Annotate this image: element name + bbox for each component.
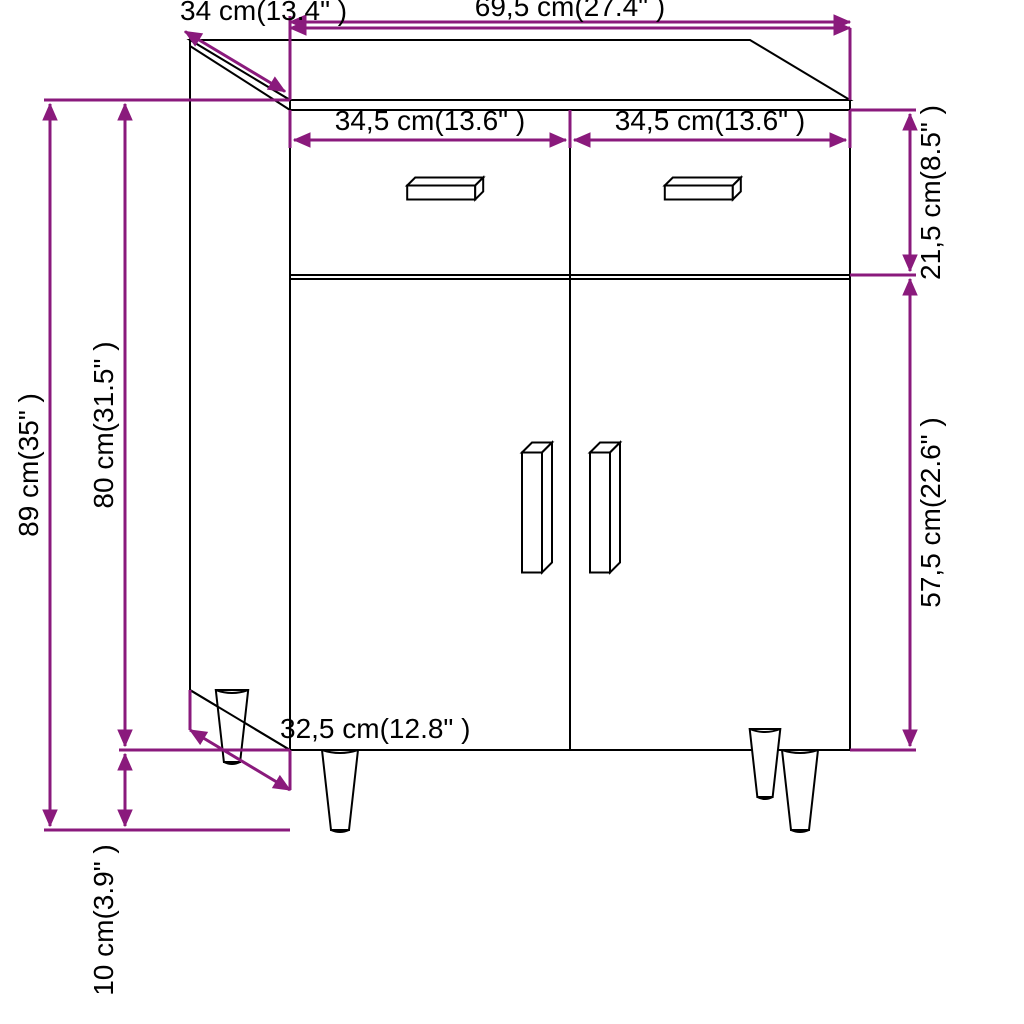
svg-text:80 cm(31.5" ): 80 cm(31.5" ): [88, 341, 119, 508]
svg-text:69,5 cm(27.4" ): 69,5 cm(27.4" ): [475, 0, 665, 22]
svg-text:32,5 cm(12.8" ): 32,5 cm(12.8" ): [280, 713, 470, 744]
svg-text:57,5 cm(22.6" ): 57,5 cm(22.6" ): [915, 417, 946, 607]
svg-text:34 cm(13.4" ): 34 cm(13.4" ): [180, 0, 347, 26]
svg-text:34,5 cm(13.6" ): 34,5 cm(13.6" ): [615, 105, 805, 136]
svg-text:89 cm(35" ): 89 cm(35" ): [13, 393, 44, 537]
cabinet-dimension-drawing: 69,5 cm(27.4" ) 34 cm(13.4" ) 34,5 cm(13.6…: [0, 0, 1024, 1024]
svg-text:21,5 cm(8.5" ): 21,5 cm(8.5" ): [915, 105, 946, 280]
svg-text:10 cm(3.9" ): 10 cm(3.9" ): [88, 844, 119, 996]
svg-text:34,5 cm(13.6" ): 34,5 cm(13.6" ): [335, 105, 525, 136]
